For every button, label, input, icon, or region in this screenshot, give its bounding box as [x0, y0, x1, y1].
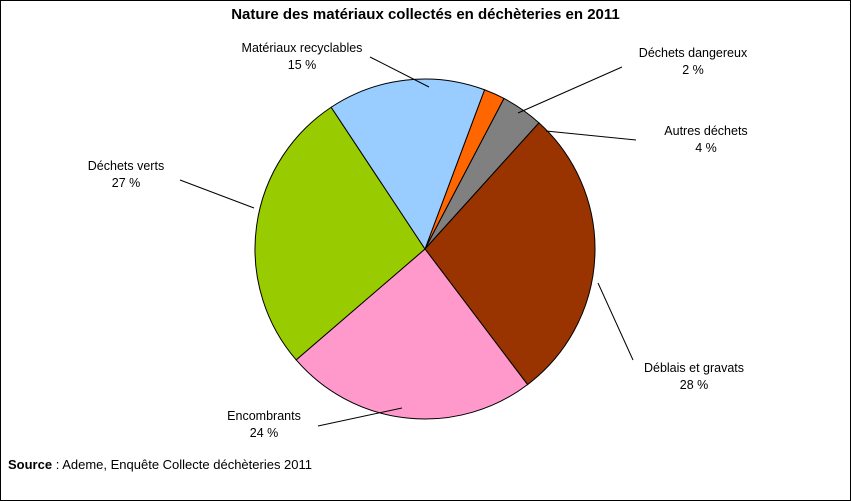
slice-value-dechets-dangereux: 2 %	[682, 63, 704, 77]
leader-line-autres-dechets	[545, 130, 637, 141]
leader-line-encombrants	[317, 407, 403, 427]
source-text: : Ademe, Enquête Collecte déchèteries 20…	[52, 457, 313, 472]
slice-label-encombrants: Encombrants	[227, 409, 301, 423]
leader-line-deblais-gravats	[597, 282, 634, 361]
slice-value-dechets-verts: 27 %	[112, 176, 141, 190]
slice-value-deblais-gravats: 28 %	[680, 378, 709, 392]
pie-slice-materiaux-recyclables	[330, 78, 486, 251]
slice-value-autres-dechets: 4 %	[695, 141, 717, 155]
pie-slice-encombrants	[295, 248, 529, 420]
leader-line-materiaux-recyclables	[369, 56, 430, 88]
slice-value-materiaux-recyclables: 15 %	[288, 58, 317, 72]
source-label: Source	[8, 457, 53, 472]
slice-label-dechets-verts: Déchets verts	[88, 159, 164, 173]
slice-label-materiaux-recyclables: Matériaux recyclables	[242, 41, 363, 55]
pie-slice-deblais-gravats	[424, 122, 596, 386]
slice-value-encombrants: 24 %	[250, 426, 279, 440]
slice-label-deblais-gravats: Déblais et gravats	[644, 361, 744, 375]
leader-line-dechets-verts	[179, 179, 255, 209]
leader-line-dechets-dangereux	[517, 66, 623, 114]
source-note: Source : Ademe, Enquête Collecte déchète…	[8, 457, 312, 472]
slice-label-dechets-dangereux: Déchets dangereux	[639, 46, 748, 60]
chart-title: Nature des matériaux collectés en déchèt…	[231, 6, 620, 23]
pie-slice-dechets-verts	[254, 106, 426, 361]
slice-label-autres-dechets: Autres déchets	[664, 124, 747, 138]
